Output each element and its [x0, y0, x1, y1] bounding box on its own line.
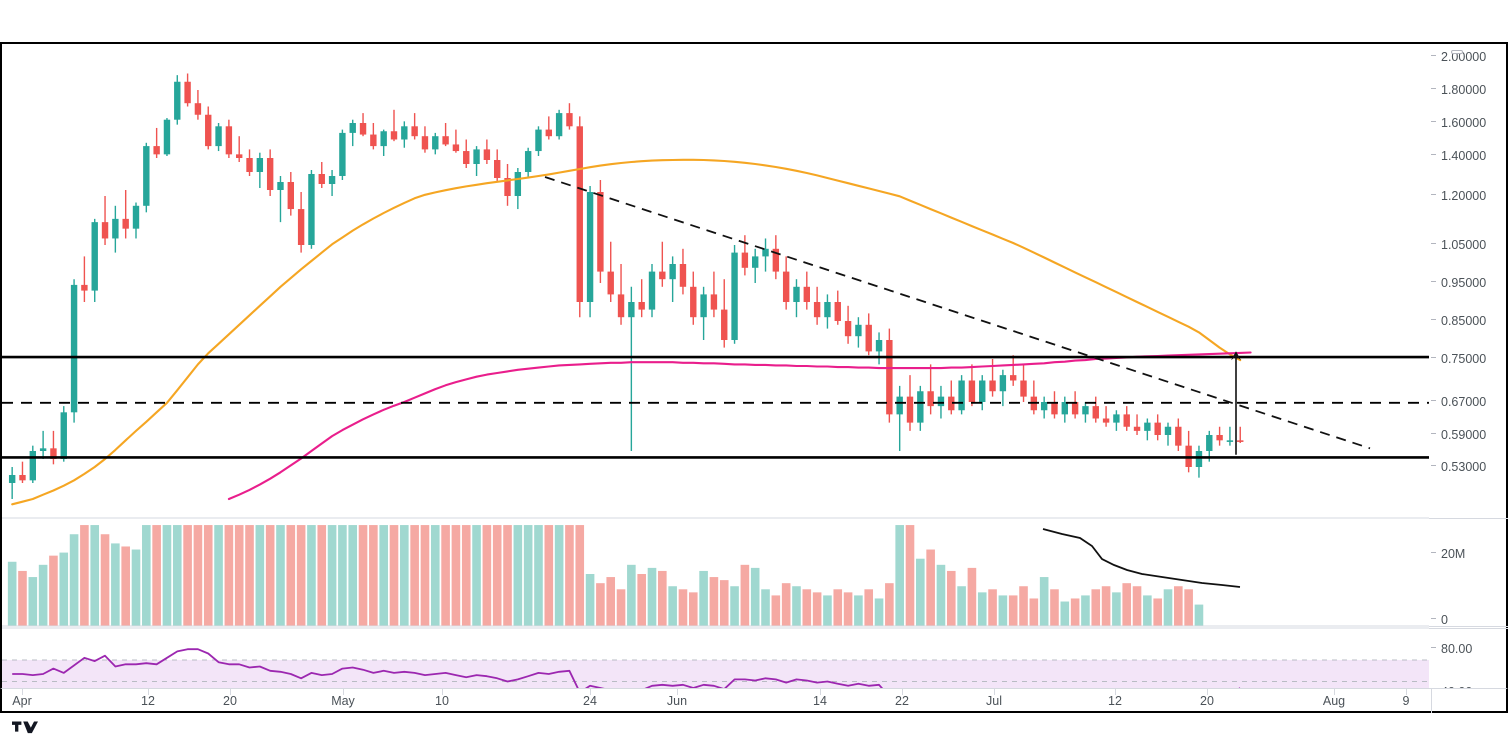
time-tick: 20	[1200, 694, 1214, 708]
time-tick: 12	[1108, 694, 1122, 708]
pattern-lines	[2, 355, 1429, 459]
price-tick: 1.80000	[1429, 83, 1508, 97]
chart-canvas	[2, 73, 1429, 688]
descending-trendline	[544, 176, 1371, 450]
time-tick-mark	[1207, 689, 1208, 695]
rsi-band	[2, 660, 1429, 688]
time-tick: 22	[895, 694, 909, 708]
time-tick: 10	[435, 694, 449, 708]
time-tick-mark	[1115, 689, 1116, 695]
price-tick: 1.40000	[1429, 149, 1508, 163]
price-tick: 1.05000	[1429, 238, 1508, 252]
price-tick: 0.95000	[1429, 276, 1508, 290]
price-tick: 0.53000	[1429, 460, 1508, 474]
axis-separator	[1429, 626, 1508, 627]
volume-tick: 20M	[1429, 547, 1508, 561]
time-tick-mark	[994, 689, 995, 695]
time-tick-mark	[1334, 689, 1335, 695]
candles	[8, 73, 1244, 499]
volume-bars	[7, 525, 1204, 626]
price-tick: 0.67000	[1429, 395, 1508, 409]
volume-tick: 0	[1429, 613, 1508, 627]
measured-move-arrow	[1231, 351, 1241, 455]
currency-badge	[1451, 50, 1463, 54]
time-tick: May	[331, 694, 355, 708]
moving-averages	[11, 158, 1252, 506]
time-tick-mark	[590, 689, 591, 695]
time-tick-mark	[230, 689, 231, 695]
time-tick: Jul	[986, 694, 1002, 708]
time-tick: 14	[813, 694, 827, 708]
price-tick: 1.20000	[1429, 189, 1508, 203]
tradingview-mark-icon	[12, 721, 38, 734]
chart-plot[interactable]	[0, 42, 1429, 688]
chart-area: 2.00000 1.80000 1.60000 1.40000 1.20000 1.050…	[0, 42, 1508, 714]
chart-footer	[0, 713, 1508, 755]
time-tick: 24	[583, 694, 597, 708]
axis-separator	[1429, 628, 1508, 629]
time-tick-mark	[902, 689, 903, 695]
time-tick-mark	[442, 689, 443, 695]
time-axis[interactable]: Apr 12 20 May 10 24 Jun 14 22 Jul 12 20 Aug 9	[0, 688, 1508, 714]
tradingview-logo	[12, 721, 45, 738]
time-tick-mark	[1406, 689, 1407, 695]
time-tick-mark	[22, 689, 23, 695]
rsi-line	[12, 648, 1241, 688]
volume-ma-line	[1042, 528, 1241, 588]
time-tick: Jun	[666, 694, 688, 708]
time-tick-mark	[677, 689, 678, 695]
price-tick: 0.75000	[1429, 352, 1508, 366]
price-tick: 0.59000	[1429, 428, 1508, 442]
rsi-tick: 80.00	[1429, 642, 1508, 656]
time-tick-mark	[148, 689, 149, 695]
price-tick: 2.00000	[1429, 50, 1508, 64]
price-tick: 0.85000	[1429, 314, 1508, 328]
time-tick-mark	[343, 689, 344, 695]
price-axis[interactable]: 2.00000 1.80000 1.60000 1.40000 1.20000 1.050…	[1429, 42, 1508, 699]
time-tick: Aug	[1322, 694, 1346, 708]
axis-separator	[1429, 518, 1508, 519]
time-tick: 20	[223, 694, 237, 708]
time-axis-divider	[1431, 689, 1432, 714]
time-tick: 9	[1402, 694, 1410, 708]
chart-header	[0, 0, 1508, 42]
time-tick: Apr	[12, 694, 32, 708]
price-tick: 1.60000	[1429, 116, 1508, 130]
time-tick: 12	[141, 694, 155, 708]
time-tick-mark	[820, 689, 821, 695]
